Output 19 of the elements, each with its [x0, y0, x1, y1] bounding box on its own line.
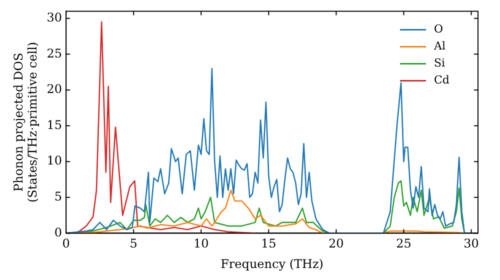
- y-tick-label: 10: [46, 154, 62, 168]
- legend-label: O: [434, 22, 444, 36]
- x-tick-label: 15: [261, 236, 276, 251]
- y-tick-label: 0: [54, 225, 62, 240]
- x-tick-label: 20: [328, 236, 344, 251]
- y-tick-label: 25: [46, 46, 62, 60]
- x-axis-title: Frequency (THz): [220, 256, 324, 271]
- y-tick-label: 5: [54, 190, 62, 204]
- x-tick-label: 30: [464, 236, 479, 251]
- legend-label: Al: [433, 40, 446, 53]
- y-tick-label: 30: [46, 10, 62, 24]
- y-axis-title: Phonon projected DOS (States/THz·primitive cell): [11, 42, 40, 203]
- x-tick-label: 10: [193, 236, 209, 251]
- y-tick-label: 20: [46, 82, 62, 96]
- y-tick-label: 15: [46, 118, 62, 132]
- x-tick-label: 25: [396, 236, 412, 251]
- legend-label: Cd: [434, 74, 450, 87]
- legend-label: Si: [434, 56, 446, 70]
- x-tick-label: 5: [130, 236, 138, 251]
